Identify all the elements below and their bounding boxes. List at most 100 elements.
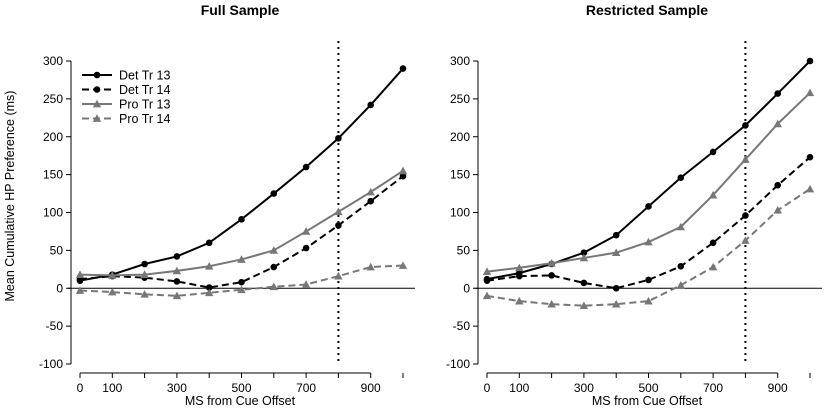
data-point [108,287,117,296]
data-point [677,262,685,270]
data-point [741,155,750,163]
y-tick-label: 100 [43,206,63,220]
data-point [335,134,342,142]
data-point [237,255,246,263]
data-point [398,166,408,175]
data-point [140,290,149,298]
data-point [334,207,343,216]
data-point [75,270,85,278]
data-point [709,148,717,156]
data-point [742,212,749,219]
data-point [773,206,782,214]
y-tick-label: 100 [450,206,470,220]
data-point [645,276,652,284]
data-point [516,272,523,280]
data-point [774,181,781,189]
y-tick-label: -50 [46,319,64,333]
data-point [301,280,311,288]
data-point [515,263,524,272]
data-point [580,279,588,287]
data-point [335,222,342,229]
data-point [367,101,375,109]
x-tick-label: 500 [638,381,658,395]
data-point [548,272,555,279]
legend-label: Det Tr 14 [119,83,170,97]
data-point [205,239,213,247]
data-point [547,259,556,267]
data-point [612,248,621,257]
data-point [399,65,407,72]
panel-title: Full Sample [201,2,280,18]
y-tick-label: 0 [56,281,63,295]
data-point [269,282,278,291]
data-point [172,291,182,300]
data-point [366,262,375,271]
x-tick-label: 100 [509,381,529,395]
data-point [644,296,653,305]
data-point [205,262,214,270]
y-tick-label: 150 [43,168,63,182]
data-point [742,122,749,129]
series-pro-tr-13 [75,166,408,279]
y-tick-label: 0 [463,281,470,295]
y-tick-label: 300 [450,54,470,68]
data-point [270,190,278,197]
data-point [483,277,491,284]
y-tick-label: 250 [43,92,63,106]
data-point [140,270,149,278]
legend-swatch-marker [92,114,102,122]
y-tick-label: -100 [446,357,470,371]
data-point [579,301,589,310]
x-tick-label: 500 [231,381,251,395]
data-point [205,288,214,297]
data-point [709,239,717,247]
data-point [774,90,781,97]
data-point [515,296,524,305]
data-point [398,261,408,269]
data-point [677,174,685,181]
data-point [334,271,343,280]
data-point [367,197,375,205]
data-point [205,284,213,291]
series-pro-tr-13 [482,88,815,275]
data-point [612,231,620,239]
data-point [806,153,814,161]
data-point [708,190,718,199]
y-tick-label: 200 [450,130,470,144]
panel-full-sample: Full Sample MS from Cue Offset -100 -50 0 5… [39,2,415,408]
data-point [579,253,589,262]
y-tick-label: -100 [39,357,63,371]
data-point [301,227,311,235]
data-point [805,184,815,193]
panel-restricted-sample: Restricted Sample MS from Cue Offset -10… [446,2,822,408]
series-line [486,188,811,307]
data-point [676,281,685,289]
y-tick-label: 50 [457,243,471,257]
data-point [269,246,278,254]
y-tick-label: 50 [50,243,64,257]
legend-label: Pro Tr 13 [119,98,170,112]
shared-y-axis-label: Mean Cumulative HP Preference (ms) [3,91,17,302]
x-tick-label: 700 [703,381,723,395]
data-point [173,278,181,285]
data-point [645,203,652,210]
x-tick-label: 900 [361,381,381,395]
data-point [399,172,407,180]
data-point [644,237,653,246]
data-point [806,57,814,65]
y-tick-label: 150 [450,168,470,182]
data-point [237,285,246,294]
data-point [805,88,815,97]
data-point [108,271,117,279]
series-pro-tr-14 [75,261,408,300]
data-point [75,286,85,294]
data-point [773,119,782,128]
legend-label: Pro Tr 14 [119,112,170,126]
data-point [482,291,492,300]
data-point [366,187,375,196]
data-point [173,253,181,260]
data-point [302,244,310,252]
legend-label: Det Tr 13 [119,69,170,83]
